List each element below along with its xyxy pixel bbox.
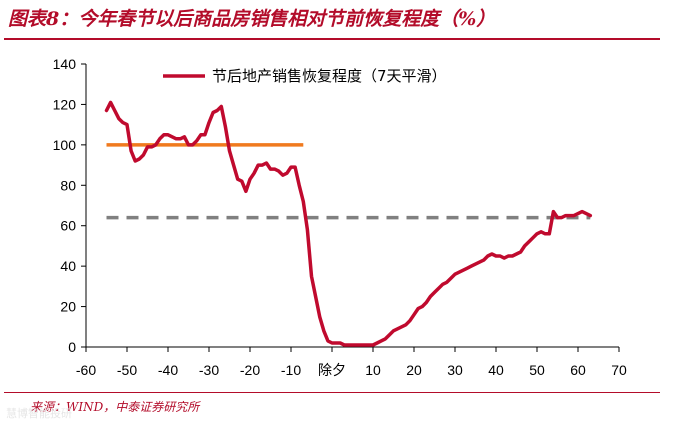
x-tick-label: 40 bbox=[488, 362, 504, 378]
y-tick-label: 40 bbox=[60, 258, 76, 274]
legend: 节后地产销售恢复程度（7天平滑） bbox=[163, 67, 447, 85]
x-tick-label: 70 bbox=[611, 362, 627, 378]
x-tick-label: -10 bbox=[281, 362, 301, 378]
y-tick-label: 120 bbox=[53, 96, 77, 112]
watermark-text: 慧博智能投研 bbox=[6, 407, 72, 420]
y-tick-label: 100 bbox=[53, 137, 77, 153]
x-tick-label: -30 bbox=[199, 362, 219, 378]
y-tick-label: 20 bbox=[60, 299, 76, 315]
chart-title: 图表8：今年春节以后商品房销售相对节前恢复程度（%） bbox=[8, 8, 496, 30]
y-tick-label: 0 bbox=[68, 339, 76, 355]
axes: 0 20 40 60 80 100 120 140 -60 -50 -40 -30 -20 -10 除夕 10… bbox=[53, 56, 627, 378]
x-tick-label: 20 bbox=[406, 362, 422, 378]
x-tick-label: 除夕 bbox=[318, 362, 346, 378]
y-tick-label: 140 bbox=[53, 56, 77, 72]
x-tick-label: -50 bbox=[117, 362, 137, 378]
x-tick-label: 10 bbox=[365, 362, 381, 378]
reference-lines bbox=[106, 143, 591, 220]
series-line bbox=[104, 100, 593, 347]
series-group bbox=[104, 100, 593, 347]
x-tick-label: 60 bbox=[570, 362, 586, 378]
x-tick-label: -60 bbox=[76, 362, 96, 378]
y-tick-label: 60 bbox=[60, 218, 76, 234]
legend-label: 节后地产销售恢复程度（7天平滑） bbox=[212, 67, 447, 85]
title-divider bbox=[4, 38, 660, 40]
x-tick-label: -40 bbox=[158, 362, 178, 378]
x-tick-label: 30 bbox=[447, 362, 463, 378]
y-tick-label: 80 bbox=[60, 177, 76, 193]
footer-divider bbox=[4, 392, 660, 393]
x-tick-label: -20 bbox=[240, 362, 260, 378]
x-tick-label: 50 bbox=[529, 362, 545, 378]
source-note: 来源：WIND，中泰证券研究所 bbox=[30, 400, 200, 414]
